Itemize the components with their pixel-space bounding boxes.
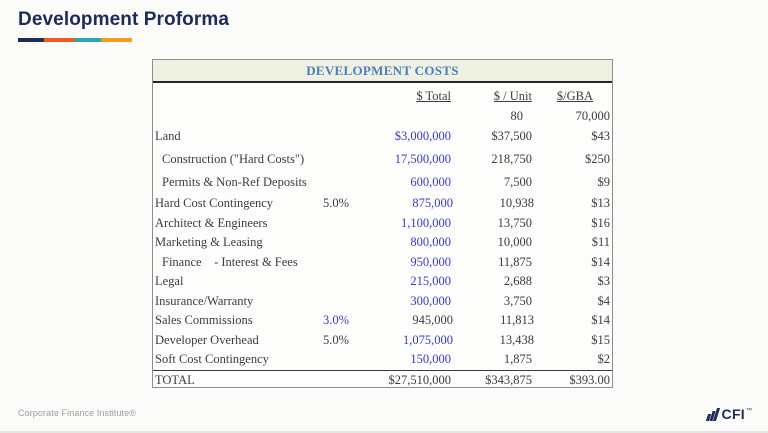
- row-per-unit: 11,813: [500, 313, 535, 328]
- column-header-row: $ Total $ / Unit $/GBA: [153, 83, 612, 107]
- table-row-land: Land $3,000,000 $37,500 $43: [153, 125, 612, 148]
- total-per-gba: $393.00: [569, 372, 610, 387]
- row-label: Soft Cost Contingency: [155, 352, 269, 367]
- row-per-gba: $15: [591, 332, 610, 347]
- row-pct: 5.0%: [323, 196, 350, 211]
- row-per-unit: 218,750: [491, 152, 532, 166]
- row-per-gba: $4: [597, 293, 611, 308]
- row-per-gba: $16: [591, 215, 610, 230]
- row-total: 875,000: [412, 196, 454, 211]
- cfi-logo-text: CFI: [721, 406, 745, 422]
- row-per-unit: $37,500: [491, 129, 532, 143]
- row-total: $3,000,000: [394, 129, 451, 143]
- row-label: Finance - Interest & Fees: [162, 254, 298, 269]
- row-label: Marketing & Leasing: [155, 235, 263, 250]
- row-total: 800,000: [410, 235, 451, 250]
- table-row-developer-overhead: Developer Overhead 5.0% 1,075,000 13,438…: [153, 331, 612, 351]
- total-label: TOTAL: [155, 372, 195, 387]
- row-per-unit: 11,875: [498, 254, 532, 269]
- table-row-finance: Finance - Interest & Fees 950,000 11,875…: [153, 253, 612, 273]
- row-total: 945,000: [412, 313, 454, 328]
- row-per-unit: 1,875: [503, 352, 532, 367]
- development-costs-table: DEVELOPMENT COSTS $ Total $ / Unit $/GBA…: [152, 59, 613, 388]
- table-row-hard-cost-contingency: Hard Cost Contingency 5.0% 875,000 10,93…: [153, 194, 612, 214]
- row-per-gba: $14: [591, 313, 610, 328]
- row-total: 17,500,000: [394, 152, 451, 166]
- row-total: 1,075,000: [403, 332, 454, 347]
- row-total: 1,100,000: [401, 215, 451, 230]
- col-header-per-gba: $/GBA: [556, 89, 593, 103]
- table-row-permits: Permits & Non-Ref Deposits 600,000 7,500…: [153, 171, 612, 194]
- table-row-sales-commissions: Sales Commissions 3.0% 945,000 11,813 $1…: [153, 311, 612, 331]
- row-label: Legal: [155, 274, 184, 289]
- row-per-gba: $14: [591, 254, 610, 269]
- row-per-gba: $43: [591, 129, 610, 143]
- title-underline: [18, 38, 132, 42]
- row-pct: 3.0%: [323, 313, 350, 328]
- units-row: 80 70,000: [153, 107, 612, 125]
- row-total: 300,000: [410, 293, 451, 308]
- page-title: Development Proforma: [18, 9, 230, 30]
- cfi-bars-icon: [705, 407, 720, 421]
- row-label: Sales Commissions: [155, 313, 253, 328]
- total-per-unit: $343,875: [485, 372, 532, 387]
- row-per-unit: 2,688: [503, 274, 532, 289]
- row-pct: 5.0%: [323, 332, 350, 347]
- row-label: Construction ("Hard Costs"): [162, 152, 305, 166]
- row-per-gba: $13: [591, 196, 610, 211]
- row-total: 150,000: [410, 352, 451, 367]
- gba-count: 70,000: [575, 108, 610, 123]
- row-per-gba: $3: [597, 274, 611, 289]
- row-label: Permits & Non-Ref Deposits: [162, 175, 307, 189]
- row-per-unit: 13,750: [497, 215, 532, 230]
- row-total: 600,000: [410, 175, 451, 189]
- underline-segment-teal: [75, 38, 101, 42]
- row-label: Developer Overhead: [155, 332, 259, 347]
- table-title: DEVELOPMENT COSTS: [153, 60, 612, 83]
- cfi-logo: CFI ™: [705, 406, 752, 422]
- row-per-gba: $250: [585, 152, 610, 166]
- row-per-unit: 13,438: [499, 332, 535, 347]
- total-amount: $27,510,000: [388, 372, 452, 387]
- table-row-legal: Legal 215,000 2,688 $3: [153, 272, 612, 292]
- row-per-unit: 10,938: [499, 196, 535, 211]
- col-header-per-unit: $ / Unit: [493, 89, 532, 103]
- unit-count: 80: [510, 108, 524, 123]
- row-per-gba: $11: [591, 235, 610, 250]
- table-row-total: TOTAL $27,510,000 $343,875 $393.00: [153, 369, 612, 390]
- underline-segment-orange: [44, 38, 75, 42]
- row-total: 950,000: [410, 254, 451, 269]
- row-per-gba: $9: [597, 175, 611, 189]
- underline-segment-navy: [18, 38, 44, 42]
- table-row-marketing-leasing: Marketing & Leasing 800,000 10,000 $11: [153, 233, 612, 253]
- table-row-soft-cost-contingency: Soft Cost Contingency 150,000 1,875 $2: [153, 350, 612, 370]
- footer-brand-text: Corporate Finance Institute®: [18, 408, 136, 418]
- table-row-insurance-warranty: Insurance/Warranty 300,000 3,750 $4: [153, 292, 612, 312]
- underline-segment-amber: [101, 38, 132, 42]
- row-per-unit: 7,500: [503, 175, 532, 189]
- row-total: 215,000: [410, 274, 451, 289]
- row-per-unit: 10,000: [497, 235, 532, 250]
- table-row-architect-engineers: Architect & Engineers 1,100,000 13,750 $…: [153, 214, 612, 234]
- row-per-unit: 3,750: [503, 293, 532, 308]
- row-per-gba: $2: [597, 352, 611, 367]
- row-label: Hard Cost Contingency: [155, 196, 274, 211]
- cfi-trademark: ™: [746, 408, 752, 414]
- row-label: Insurance/Warranty: [155, 293, 254, 308]
- col-header-total: $ Total: [416, 89, 451, 103]
- row-label: Architect & Engineers: [155, 215, 268, 230]
- row-label: Land: [155, 129, 181, 143]
- table-row-construction: Construction ("Hard Costs") 17,500,000 2…: [153, 148, 612, 171]
